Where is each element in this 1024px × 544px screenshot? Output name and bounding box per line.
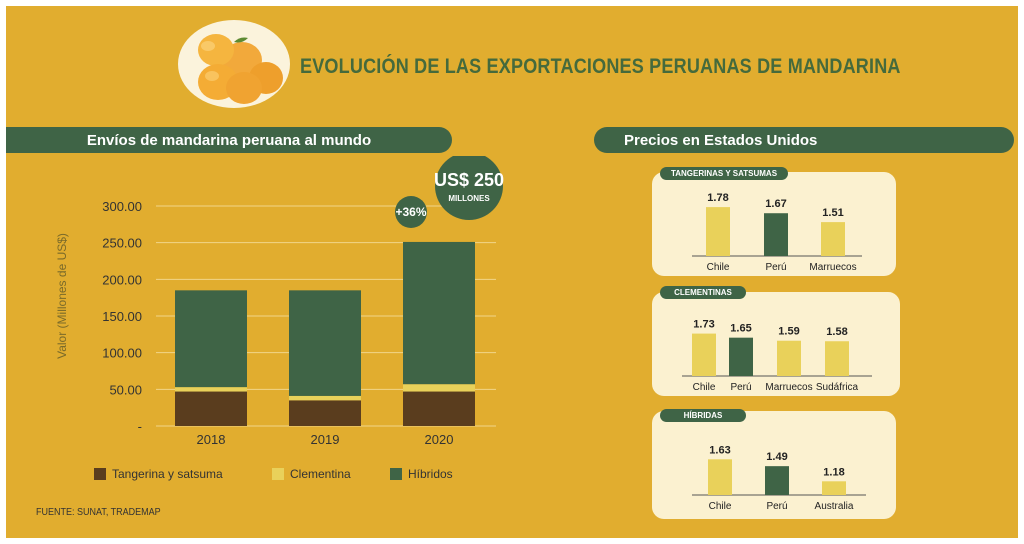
price-category-label: Chile — [693, 382, 716, 393]
price-bar — [764, 213, 788, 256]
price-value-label: 1.58 — [826, 326, 847, 338]
bar-segment-1 — [175, 387, 247, 392]
price-value-label: 1.59 — [778, 326, 799, 338]
chart-labels: - 50.00 100.00 150.00 200.00 250.00 300.00 2018… — [102, 199, 453, 446]
legend-item-tangerina: Tangerina y satsuma — [94, 467, 272, 481]
price-category-label: Perú — [765, 262, 786, 273]
bar-segment-0 — [175, 391, 247, 426]
tag-clementinas: CLEMENTINAS — [660, 286, 746, 299]
infographic-frame: EVOLUCIÓN DE LAS EXPORTACIONES PERUANAS … — [6, 6, 1018, 538]
growth-callout-circle — [395, 196, 427, 228]
tag-hibridas: HÍBRIDAS — [660, 409, 746, 422]
x-tick-label: 2019 — [311, 432, 340, 446]
price-value-label: 1.67 — [765, 198, 786, 210]
price-bar — [777, 340, 801, 376]
price-chart-clementinas: 1.73 Chile 1.65 Perú 1.59 Marruecos 1.58 Sudáfr… — [682, 319, 872, 393]
legend-swatch — [390, 468, 402, 480]
price-category-label: Marruecos — [765, 382, 812, 393]
panel-hibridas: 1.63 Chile 1.49 Perú 1.18 Australia — [652, 411, 896, 519]
total-callout-circle — [435, 156, 503, 220]
chart-bars — [175, 241, 475, 426]
price-chart-hibridas: 1.63 Chile 1.49 Perú 1.18 Australia — [692, 444, 866, 512]
price-category-label: Chile — [707, 262, 730, 273]
bar-segment-2 — [403, 241, 475, 385]
bar-segment-2 — [289, 290, 361, 396]
legend-label: Tangerina y satsuma — [112, 467, 223, 481]
price-bar — [706, 207, 730, 256]
price-bar — [692, 333, 716, 376]
chart-legend: Tangerina y satsuma Clementina Híbridos — [94, 467, 453, 481]
panel-clementinas: 1.73 Chile 1.65 Perú 1.59 Marruecos 1.58 Sudáfr… — [652, 292, 900, 396]
price-bar — [825, 341, 849, 376]
mandarin-icon — [198, 34, 283, 104]
x-tick-label: 2020 — [425, 432, 454, 446]
price-value-label: 1.73 — [693, 319, 714, 331]
price-bar — [708, 459, 732, 495]
price-category-label: Marruecos — [809, 262, 856, 273]
price-category-label: Australia — [815, 501, 854, 512]
price-category-label: Sudáfrica — [816, 382, 859, 393]
price-bar — [765, 466, 789, 495]
y-tick-label: 50.00 — [109, 382, 142, 397]
x-tick-label: 2018 — [197, 432, 226, 446]
price-value-label: 1.78 — [707, 192, 728, 204]
price-value-label: 1.65 — [730, 323, 751, 335]
price-value-label: 1.49 — [766, 451, 787, 463]
price-value-label: 1.51 — [822, 207, 843, 219]
bar-segment-1 — [289, 395, 361, 401]
price-category-label: Perú — [766, 501, 787, 512]
legend-item-clementina: Clementina — [272, 467, 390, 481]
price-bar — [822, 481, 846, 495]
price-category-label: Perú — [730, 382, 751, 393]
price-bar — [821, 222, 845, 256]
page-title: EVOLUCIÓN DE LAS EXPORTACIONES PERUANAS … — [300, 55, 901, 78]
total-callout-unit: MILLONES — [448, 194, 490, 203]
total-callout-value: US$ 250 — [434, 170, 504, 190]
legend-label: Híbridos — [408, 467, 453, 481]
mandarin-logo — [178, 20, 290, 108]
legend-swatch — [272, 468, 284, 480]
bar-segment-0 — [289, 400, 361, 426]
legend-label: Clementina — [290, 467, 351, 481]
left-section-banner: Envíos de mandarina peruana al mundo — [6, 127, 452, 153]
bar-segment-1 — [403, 384, 475, 392]
growth-callout-text: +36% — [395, 205, 426, 219]
bar-segment-0 — [403, 391, 475, 426]
price-chart-tangerinas: 1.78 Chile 1.67 Perú 1.51 Marruecos — [692, 192, 862, 273]
y-axis-label: Valor (Millones de US$) — [55, 233, 69, 359]
y-tick-label: 200.00 — [102, 272, 142, 287]
tag-tangerinas: TANGERINAS Y SATSUMAS — [660, 167, 788, 180]
exports-chart: - 50.00 100.00 150.00 200.00 250.00 300.00 2018… — [55, 156, 504, 446]
panel-tangerinas: 1.78 Chile 1.67 Perú 1.51 Marruecos — [652, 172, 896, 276]
price-category-label: Chile — [709, 501, 732, 512]
price-value-label: 1.63 — [709, 444, 730, 456]
y-tick-label: 250.00 — [102, 236, 142, 251]
source-note: FUENTE: SUNAT, TRADEMAP — [36, 507, 161, 518]
y-tick-label: - — [138, 419, 142, 434]
price-bar — [729, 337, 753, 376]
bar-segment-2 — [175, 290, 247, 388]
legend-swatch — [94, 468, 106, 480]
y-tick-label: 150.00 — [102, 309, 142, 324]
y-tick-label: 100.00 — [102, 346, 142, 361]
price-value-label: 1.18 — [823, 466, 844, 478]
right-section-banner: Precios en Estados Unidos — [594, 127, 1014, 153]
legend-item-hibridos: Híbridos — [390, 467, 453, 481]
y-tick-label: 300.00 — [102, 199, 142, 214]
